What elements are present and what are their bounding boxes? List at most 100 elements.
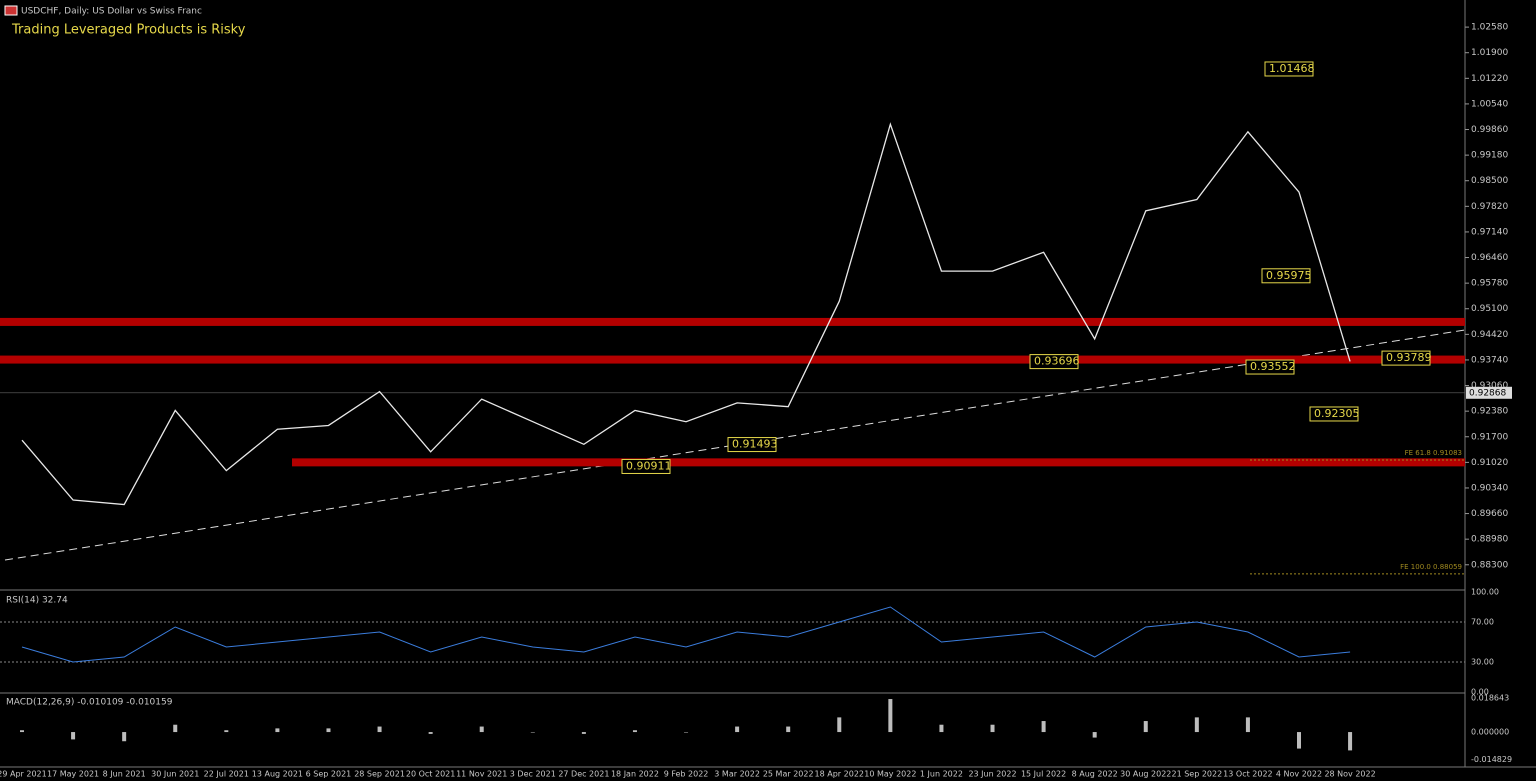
current-price-label: 0.92868 xyxy=(1469,388,1506,398)
price-tag xyxy=(1261,268,1311,284)
flag-icon xyxy=(4,5,18,16)
macd-bar xyxy=(684,732,689,733)
macd-bar xyxy=(939,724,944,733)
macd-bar xyxy=(377,726,382,733)
x-tick-label: 18 Apr 2022 xyxy=(815,770,864,779)
x-tick-label: 13 Aug 2021 xyxy=(252,770,303,779)
y-tick-label: 0.92380 xyxy=(1471,407,1508,417)
macd-bar xyxy=(990,724,995,733)
zone xyxy=(0,317,1465,326)
macd-bar xyxy=(1143,721,1148,733)
symbol-title: USDCHF, Daily: US Dollar vs Swiss Franc xyxy=(21,7,202,17)
y-tick-label: 0.99180 xyxy=(1471,151,1508,161)
y-tick-label: 0.91020 xyxy=(1471,458,1508,468)
price-tag xyxy=(1264,61,1314,77)
macd-bar xyxy=(632,730,637,733)
price-tag-label: 1.01468 xyxy=(1269,62,1315,75)
x-tick-label: 30 Jun 2021 xyxy=(151,770,199,779)
fib-label: FE 100.0 0.88059 xyxy=(1400,563,1462,571)
x-tick-label: 20 Oct 2021 xyxy=(406,770,455,779)
fib-label: FE 61.8 0.91083 xyxy=(1405,449,1462,457)
macd-bar xyxy=(326,728,331,733)
rsi-title: RSI(14) 32.74 xyxy=(6,596,68,606)
macd-bar xyxy=(581,732,586,734)
rsi-tick-label: 30.00 xyxy=(1471,658,1494,667)
x-tick-label: 11 Nov 2021 xyxy=(456,770,507,779)
x-tick-label: 10 May 2022 xyxy=(864,770,916,779)
y-tick-label: 0.93060 xyxy=(1471,381,1508,391)
x-tick-label: 8 Jun 2021 xyxy=(103,770,146,779)
x-tick-label: 3 Mar 2022 xyxy=(714,770,760,779)
x-tick-label: 15 Jul 2022 xyxy=(1021,770,1066,779)
price-tag-label: 0.93696 xyxy=(1034,355,1080,368)
macd-bar xyxy=(428,732,433,734)
y-tick-label: 0.90340 xyxy=(1471,483,1508,493)
macd-bar xyxy=(837,717,842,733)
y-tick-label: 0.98500 xyxy=(1471,176,1508,186)
macd-bar xyxy=(224,730,229,733)
macd-bar xyxy=(1041,721,1046,733)
price-tag xyxy=(1029,354,1079,370)
x-tick-label: 3 Dec 2021 xyxy=(510,770,556,779)
x-tick-label: 29 Apr 2021 xyxy=(0,770,47,779)
macd-title: MACD(12,26,9) -0.010109 -0.010159 xyxy=(6,698,173,708)
x-tick-label: 28 Sep 2021 xyxy=(354,770,405,779)
y-tick-label: 0.99860 xyxy=(1471,125,1508,135)
y-tick-label: 0.94420 xyxy=(1471,330,1508,340)
warning-text: Trading Leveraged Products is Risky xyxy=(11,23,246,38)
current-price-box xyxy=(1466,386,1512,399)
y-tick-label: 0.97820 xyxy=(1471,202,1508,212)
x-tick-label: 4 Nov 2022 xyxy=(1276,770,1322,779)
x-tick-label: 18 Jan 2022 xyxy=(611,770,659,779)
y-tick-label: 1.02580 xyxy=(1471,23,1508,33)
x-tick-label: 27 Dec 2021 xyxy=(558,770,609,779)
price-tag-label: 0.90911 xyxy=(626,459,672,472)
price-tag xyxy=(1381,350,1431,366)
price-tag xyxy=(727,437,777,453)
price-tag-label: 0.92305 xyxy=(1314,407,1360,420)
macd-bar xyxy=(1092,732,1097,738)
price-tag-label: 0.95975 xyxy=(1266,269,1312,282)
macd-bar xyxy=(1245,717,1250,733)
macd-bar xyxy=(275,728,280,733)
zone xyxy=(0,355,1465,364)
y-tick-label: 0.95780 xyxy=(1471,279,1508,289)
x-tick-label: 9 Feb 2022 xyxy=(664,770,709,779)
zone xyxy=(292,458,1465,467)
price-tag xyxy=(1309,406,1359,422)
price-tag xyxy=(621,458,671,474)
y-tick-label: 1.00540 xyxy=(1471,99,1508,109)
x-tick-label: 17 May 2021 xyxy=(47,770,99,779)
y-tick-label: 0.93740 xyxy=(1471,355,1508,365)
y-tick-label: 1.01220 xyxy=(1471,74,1508,84)
macd-bar xyxy=(786,726,791,733)
macd-tick-label: 0.000000 xyxy=(1471,728,1509,737)
price-tag xyxy=(1245,359,1295,375)
x-tick-label: 13 Oct 2022 xyxy=(1223,770,1272,779)
x-tick-label: 1 Jun 2022 xyxy=(920,770,963,779)
price-tag-label: 0.93552 xyxy=(1250,360,1296,373)
y-tick-label: 0.88300 xyxy=(1471,560,1508,570)
price-tag-label: 0.91493 xyxy=(732,438,778,451)
x-tick-label: 6 Sep 2021 xyxy=(306,770,352,779)
macd-bar xyxy=(173,724,178,733)
rsi-tick-label: 70.00 xyxy=(1471,618,1494,627)
macd-tick-label: -0.014829 xyxy=(1471,755,1512,764)
price-line xyxy=(21,122,1351,506)
y-tick-label: 0.95100 xyxy=(1471,304,1508,314)
x-tick-label: 28 Nov 2022 xyxy=(1324,770,1375,779)
y-tick-label: 0.89660 xyxy=(1471,509,1508,519)
x-tick-label: 25 Mar 2022 xyxy=(763,770,814,779)
macd-bar xyxy=(122,732,127,742)
x-tick-label: 23 Jun 2022 xyxy=(968,770,1016,779)
macd-bar xyxy=(1348,732,1353,751)
rsi-tick-label: 0.00 xyxy=(1471,688,1489,697)
macd-bar xyxy=(530,732,535,733)
price-tag-label: 0.93789 xyxy=(1386,351,1432,364)
macd-bar xyxy=(1297,732,1301,749)
y-tick-label: 0.96460 xyxy=(1471,253,1508,263)
y-tick-label: 0.97140 xyxy=(1471,227,1508,237)
